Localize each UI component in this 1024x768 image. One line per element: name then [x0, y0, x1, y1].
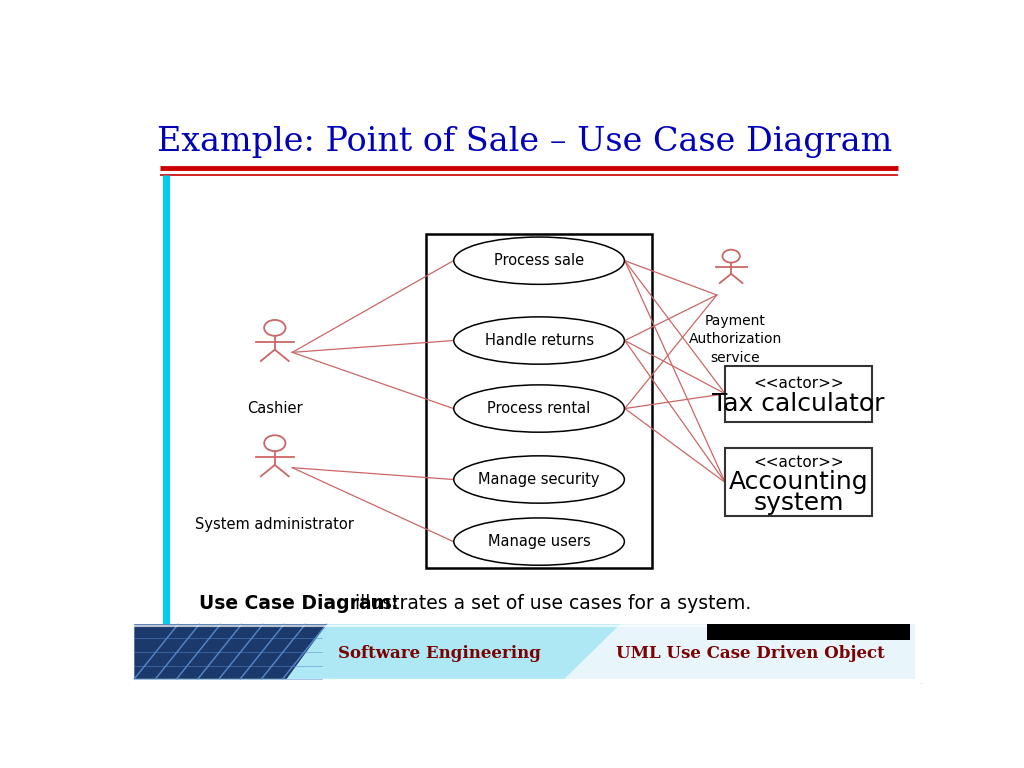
Text: Tax calculator: Tax calculator [713, 392, 885, 415]
Bar [725, 449, 872, 516]
Bar [426, 234, 651, 568]
Polygon shape [134, 624, 620, 679]
Text: <<actor>>: <<actor>> [754, 455, 844, 469]
Text: Cashier: Cashier [247, 402, 303, 416]
Text: Manage users: Manage users [487, 534, 591, 549]
Ellipse shape [454, 237, 625, 284]
Bar [134, 624, 915, 679]
Text: UML Use Case Driven Object: UML Use Case Driven Object [616, 645, 885, 663]
Text: illustrates a set of use cases for a system.: illustrates a set of use cases for a sys… [348, 594, 751, 613]
Text: Payment
Authorization
service: Payment Authorization service [688, 314, 781, 365]
Ellipse shape [454, 518, 625, 565]
Text: Example: Point of Sale – Use Case Diagram: Example: Point of Sale – Use Case Diagra… [157, 127, 893, 158]
Bar [708, 624, 909, 640]
Ellipse shape [454, 456, 625, 503]
Text: Manage security: Manage security [478, 472, 600, 487]
Ellipse shape [454, 385, 625, 432]
Text: System administrator: System administrator [196, 517, 354, 531]
Polygon shape [134, 624, 327, 679]
Bar [725, 366, 872, 422]
Text: system: system [754, 491, 844, 515]
Text: Process rental: Process rental [487, 401, 591, 416]
Text: Handle returns: Handle returns [484, 333, 594, 348]
Text: <<actor>>: <<actor>> [754, 376, 844, 391]
FancyBboxPatch shape [125, 90, 925, 686]
Text: Use Case Diagram:: Use Case Diagram: [200, 594, 399, 613]
Text: Accounting: Accounting [729, 470, 868, 494]
Text: Software Engineering: Software Engineering [338, 645, 541, 663]
Ellipse shape [454, 317, 625, 364]
Text: Process sale: Process sale [494, 253, 584, 268]
